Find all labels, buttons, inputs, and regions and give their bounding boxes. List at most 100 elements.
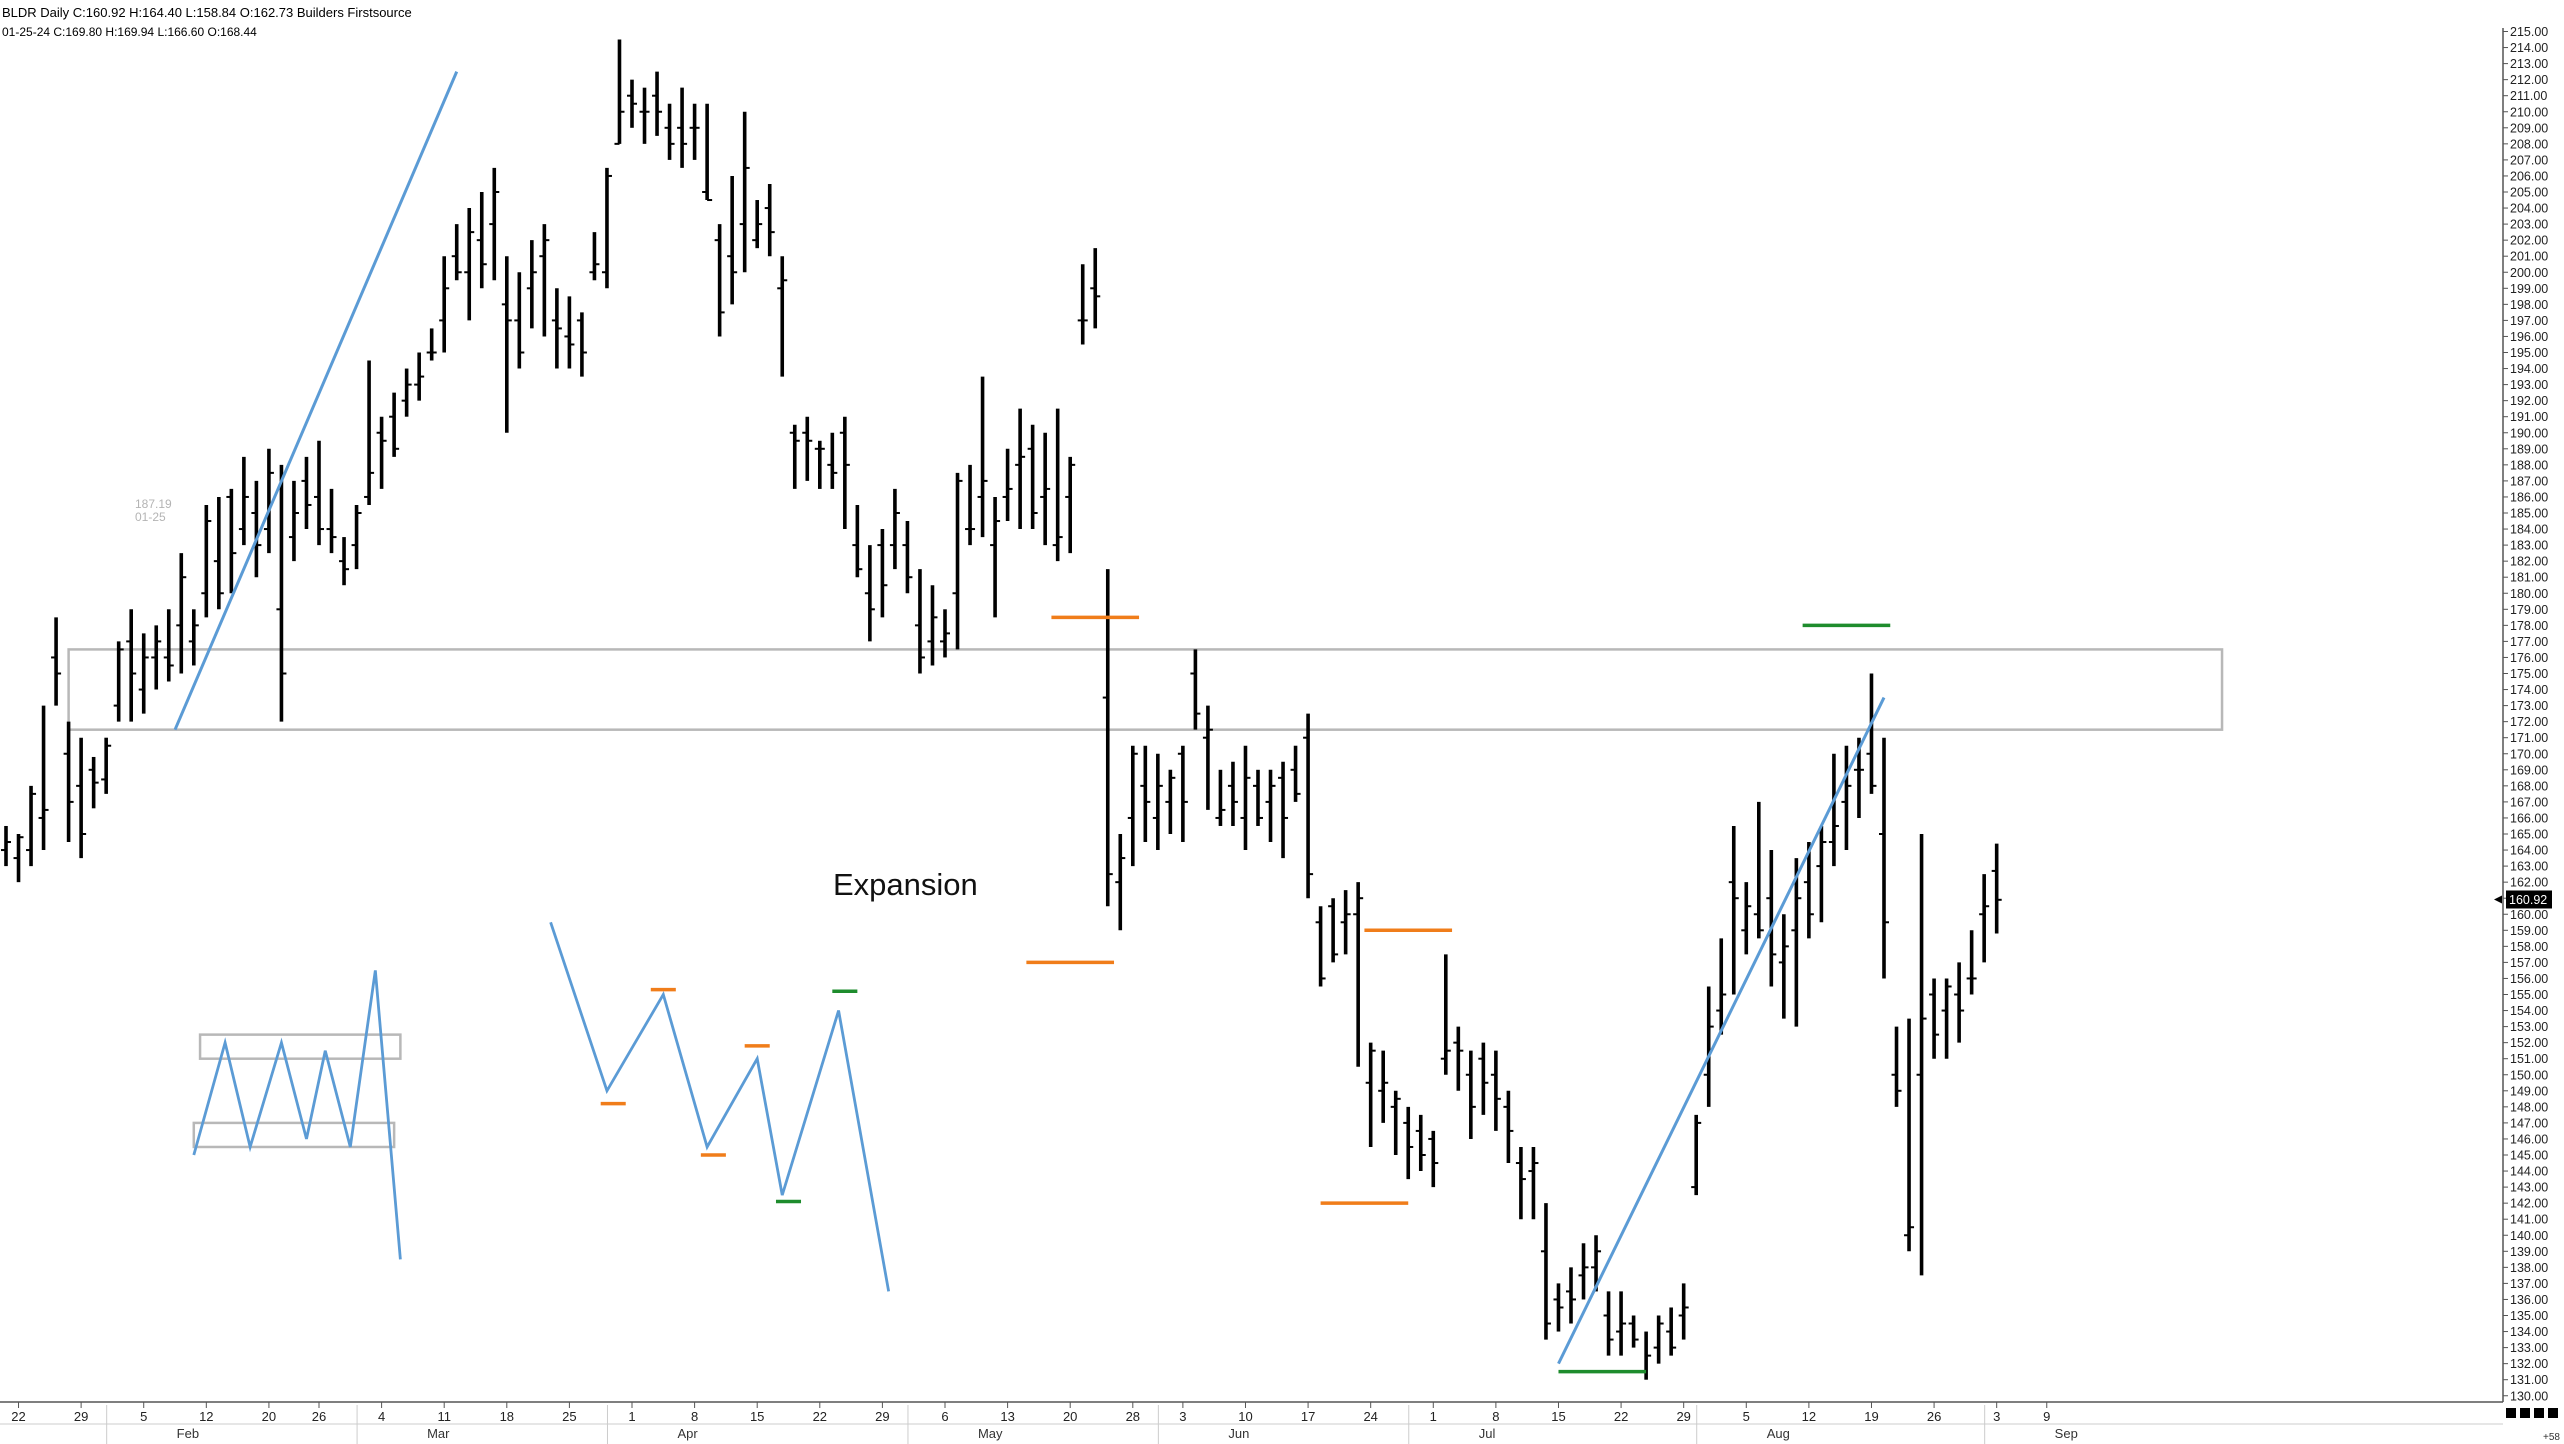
ohlc-bar [439,256,450,353]
date-tick-label: 29 [1676,1409,1690,1424]
ohlc-bar [576,312,587,377]
ohlc-bar [126,609,137,722]
price-tick-label: 193.00 [2510,378,2548,392]
date-tick-label: 8 [1492,1409,1499,1424]
ohlc-bar [1002,448,1013,522]
price-tick-label: 156.00 [2510,972,2548,986]
ohlc-bar [1315,906,1326,987]
ohlc-bar [1328,898,1339,963]
ohlc-bar [1478,1042,1489,1115]
price-tick-label: 203.00 [2510,218,2548,232]
price-tick-label: 138.00 [2510,1261,2548,1275]
ohlc-bar [101,737,112,794]
ohlc-bar [339,537,350,586]
ohlc-bar [727,175,738,305]
ohlc-bar [1778,914,1789,1019]
header-line-2: 01-25-24 C:169.80 H:169.94 L:166.60 O:16… [2,25,257,39]
price-tick-label: 136.00 [2510,1293,2548,1307]
price-tick-label: 198.00 [2510,298,2548,312]
ohlc-bar [1465,1050,1476,1139]
ohlc-bar [1290,745,1301,802]
ohlc-bar [1253,769,1263,826]
month-label: Aug [1767,1426,1790,1441]
price-tick-label: 185.00 [2510,507,2548,521]
last-price-box [2506,890,2552,909]
ohlc-bar [1753,801,1764,939]
corner-square [2534,1408,2544,1418]
price-tick-label: 183.00 [2510,539,2548,553]
corner-square [2520,1408,2530,1418]
ohlc-bar [1866,673,1877,794]
ohlc-bar [990,496,1001,618]
ohlc-bar [389,392,400,457]
ohlc-bar [1653,1315,1664,1364]
ohlc-bar [1127,745,1138,867]
ohlc-bar [814,440,825,489]
price-tick-label: 187.00 [2510,474,2548,488]
ohlc-bar [76,737,87,859]
ohlc-bar [1879,737,1889,979]
ohlc-bar [914,569,925,674]
ohlc-bar [1390,1090,1401,1155]
date-tick-label: 5 [140,1409,147,1424]
ohlc-bar [714,224,725,337]
ohlc-bar [489,167,500,281]
ohlc-bar [1102,569,1113,907]
trendline [173,71,459,731]
ohlc-bar [1115,834,1126,931]
price-tick-label: 186.00 [2510,490,2548,504]
ohlc-bar [1540,1203,1551,1340]
ohlc-bar [426,328,437,361]
ohlc-bar [702,103,713,202]
price-tick-label: 181.00 [2510,571,2548,585]
price-tick-label: 149.00 [2510,1084,2548,1098]
ohlc-bar [1340,890,1351,955]
date-tick-label: 22 [11,1409,25,1424]
ohlc-bar [26,785,37,867]
date-tick-label: 8 [691,1409,698,1424]
ohlc-bar [1503,1090,1514,1164]
ohlc-bar [1666,1307,1677,1356]
ohlc-bar [1077,264,1088,345]
price-tick-label: 166.00 [2510,811,2548,825]
price-tick-label: 182.00 [2510,555,2548,569]
date-tick-label: 10 [1238,1409,1252,1424]
date-tick-label: 15 [1551,1409,1565,1424]
price-tick-label: 208.00 [2510,137,2548,151]
ohlc-bar [639,87,650,144]
ohlc-bar [451,224,462,281]
ohlc-bar [1015,408,1026,530]
price-tick-label: 212.00 [2510,73,2548,87]
price-tick-label: 197.00 [2510,314,2548,328]
ohlc-bar [1828,753,1839,867]
ohlc-bar [201,504,212,618]
price-tick-label: 214.00 [2510,41,2548,55]
schematic-range-path [192,970,402,1260]
ohlc-bar [1766,850,1777,987]
ohlc-bar [476,192,487,289]
ohlc-bar [1929,978,1940,1059]
date-tick-label: 22 [1614,1409,1628,1424]
price-tick-label: 165.00 [2510,828,2548,842]
ohlc-bar [1553,1283,1564,1332]
ohlc-bar [1591,1235,1602,1292]
ohlc-bar [564,296,575,369]
price-tick-label: 188.00 [2510,458,2548,472]
price-tick-label: 167.00 [2510,795,2548,809]
ohlc-bar [1278,761,1289,859]
schematic-range-box [198,1033,402,1060]
price-tick-label: 153.00 [2510,1020,2548,1034]
ohlc-bar [1378,1050,1389,1123]
ohlc-bar [1954,962,1965,1043]
price-tick-label: 195.00 [2510,346,2548,360]
ohlc-bar [1027,424,1038,530]
price-tick-label: 151.00 [2510,1052,2548,1066]
ohlc-bar [188,609,199,666]
date-tick-label: 6 [941,1409,948,1424]
ohlc-bar [652,71,663,136]
ohlc-bar [1515,1146,1526,1220]
ohlc-bar [927,585,938,666]
month-label: May [978,1426,1003,1441]
ohlc-bar [1428,1130,1439,1188]
